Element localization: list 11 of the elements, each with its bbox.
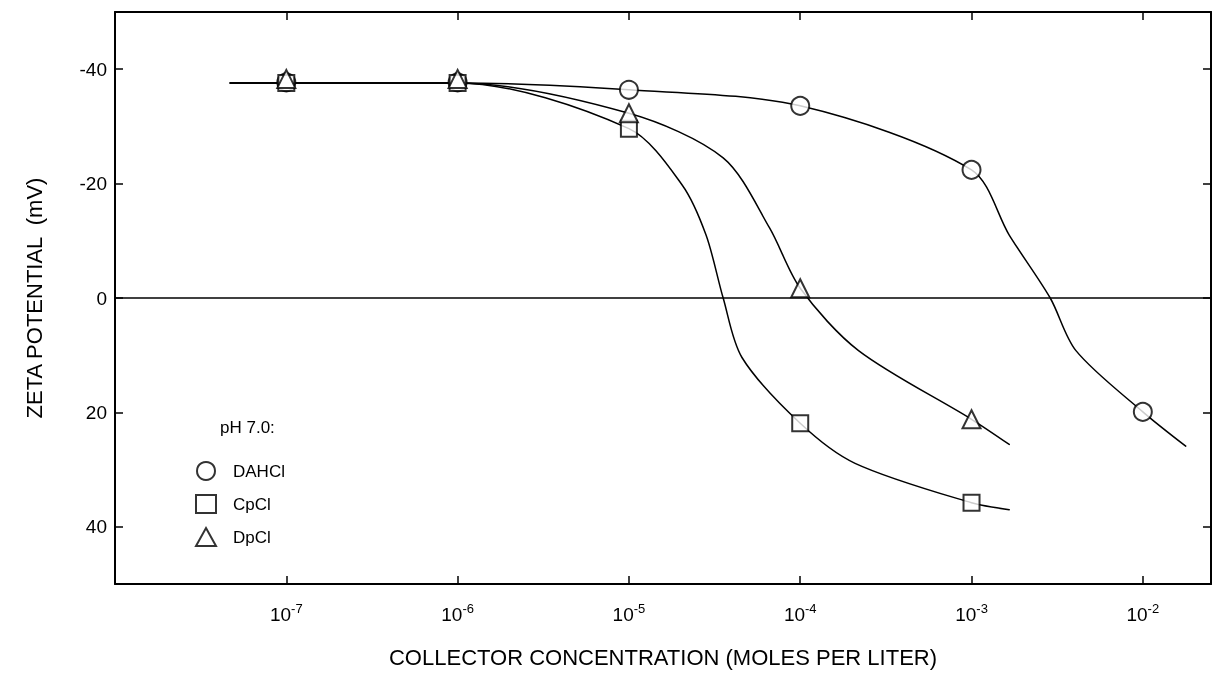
x-axis-title: COLLECTOR CONCENTRATION (MOLES PER LITER): [388, 644, 938, 670]
y-tick-label: 20: [85, 401, 107, 423]
y-tick-label: -40: [79, 58, 107, 80]
legend-label: DAHCl: [233, 461, 285, 481]
legend-label: DpCl: [233, 527, 271, 547]
y-axis-title: ZETA POTENTIAL (mV): [21, 177, 47, 419]
legend-label: CpCl: [233, 494, 271, 514]
y-tick-label: 40: [85, 516, 107, 538]
y-tick-label: -20: [79, 173, 107, 195]
legend-title: pH 7.0:: [220, 418, 275, 437]
y-tick-label: 0: [96, 287, 107, 309]
